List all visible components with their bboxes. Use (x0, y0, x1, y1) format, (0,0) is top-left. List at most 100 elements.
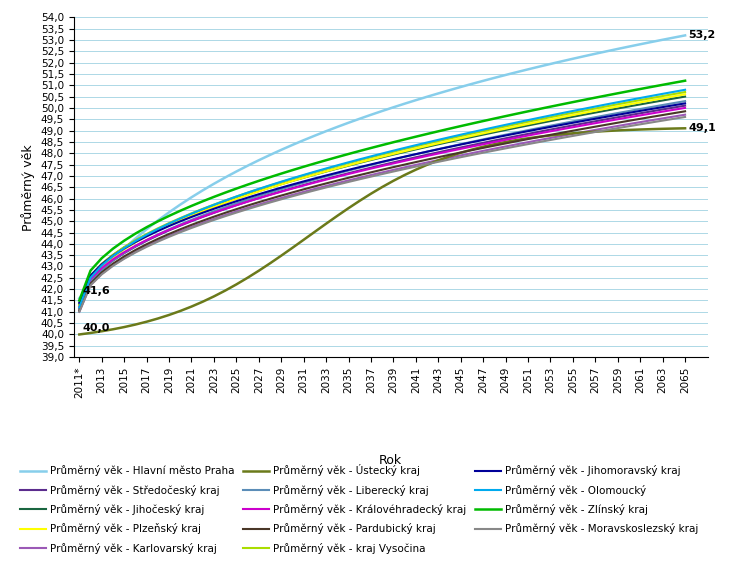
Průměrný věk - kraj Vysočina (299, 172, 308, 179)
Průměrný věk - Středočeský kraj (187, 218, 196, 225)
Průměrný věk - Jihomoravský kraj (299, 178, 308, 185)
Průměrný věk - Plzeňský kraj (187, 212, 196, 219)
Průměrný věk - Plzeňský kraj (681, 91, 690, 98)
Průměrný věk - kraj Vysočina (681, 89, 690, 96)
Průměrný věk - Středočeský kraj (613, 114, 622, 121)
Line: Průměrný věk - Jihomoravský kraj: Průměrný věk - Jihomoravský kraj (80, 103, 685, 303)
Průměrný věk - Královéhradecký kraj (681, 104, 690, 111)
Line: Průměrný věk - Olomoucký: Průměrný věk - Olomoucký (80, 90, 685, 307)
Průměrný věk - kraj Vysočina (220, 197, 229, 204)
Průměrný věk - Hlavní město Praha (681, 32, 690, 39)
Průměrný věk - Karlovarský kraj (681, 111, 690, 118)
Průměrný věk - Karlovarský kraj (75, 308, 84, 315)
Průměrný věk - Středočeský kraj (220, 206, 229, 213)
Průměrný věk - Zlínský kraj (75, 297, 84, 304)
Průměrný věk - Hlavní město Praha (75, 295, 84, 302)
Průměrný věk - Jihočeský kraj (187, 211, 196, 218)
Průměrný věk - Pardubický kraj (681, 108, 690, 115)
Průměrný věk - Liberecký kraj (220, 204, 229, 211)
Průměrný věk - Plzeňský kraj (613, 103, 622, 110)
Průměrný věk - Karlovarský kraj (142, 242, 151, 249)
Průměrný věk - Hlavní město Praha (299, 137, 308, 143)
Průměrný věk - Moravskoslezský kraj (75, 308, 84, 315)
Průměrný věk - Ústecký kraj (220, 287, 229, 294)
Průměrný věk - Olomoucký (613, 98, 622, 105)
Průměrný věk - Karlovarský kraj (299, 188, 308, 195)
Průměrný věk - Středočeský kraj (142, 237, 151, 244)
Průměrný věk - Jihočeský kraj (142, 232, 151, 238)
Průměrný věk - Liberecký kraj (299, 179, 308, 186)
Průměrný věk - Pardubický kraj (669, 109, 678, 116)
Průměrný věk - kraj Vysočina (613, 101, 622, 108)
Průměrný věk - Hlavní město Praha (142, 226, 151, 233)
Text: 41,6: 41,6 (83, 286, 111, 296)
Line: Průměrný věk - Plzeňský kraj: Průměrný věk - Plzeňský kraj (80, 94, 685, 307)
Průměrný věk - Jihočeský kraj (75, 301, 84, 308)
Průměrný věk - Královéhradecký kraj (142, 237, 151, 244)
Line: Průměrný věk - Jihočeský kraj: Průměrný věk - Jihočeský kraj (80, 97, 685, 304)
Průměrný věk - Ústecký kraj (75, 331, 84, 338)
Průměrný věk - Hlavní město Praha (187, 194, 196, 201)
Y-axis label: Průměrný věk: Průměrný věk (21, 144, 35, 230)
Průměrný věk - Středočeský kraj (669, 104, 678, 111)
Průměrný věk - Zlínský kraj (220, 189, 229, 196)
Průměrný věk - Hlavní město Praha (613, 46, 622, 52)
Průměrný věk - Jihomoravský kraj (75, 300, 84, 306)
Průměrný věk - Jihomoravský kraj (613, 111, 622, 118)
Průměrný věk - Jihočeský kraj (613, 105, 622, 112)
Line: Průměrný věk - Pardubický kraj: Průměrný věk - Pardubický kraj (80, 111, 685, 310)
Průměrný věk - Pardubický kraj (142, 241, 151, 248)
Průměrný věk - Moravskoslezský kraj (681, 113, 690, 120)
Průměrný věk - Karlovarský kraj (669, 113, 678, 120)
Průměrný věk - Hlavní město Praha (220, 174, 229, 181)
Průměrný věk - Karlovarský kraj (220, 211, 229, 218)
Průměrný věk - Královéhradecký kraj (220, 206, 229, 213)
Průměrný věk - Zlínský kraj (299, 163, 308, 170)
Průměrný věk - Pardubický kraj (187, 221, 196, 228)
Text: 49,1: 49,1 (688, 123, 716, 133)
Průměrný věk - Zlínský kraj (681, 77, 690, 84)
Průměrný věk - Olomoucký (187, 210, 196, 217)
Průměrný věk - Ústecký kraj (669, 125, 678, 132)
Průměrný věk - Královéhradecký kraj (75, 303, 84, 310)
Průměrný věk - Ústecký kraj (142, 319, 151, 325)
Line: Průměrný věk - Královéhradecký kraj: Průměrný věk - Královéhradecký kraj (80, 108, 685, 306)
Průměrný věk - Jihočeský kraj (681, 93, 690, 100)
Průměrný věk - Jihočeský kraj (299, 175, 308, 181)
Průměrný věk - Plzeňský kraj (75, 304, 84, 310)
Průměrný věk - Jihomoravský kraj (220, 202, 229, 209)
Průměrný věk - Středočeský kraj (681, 102, 690, 109)
Průměrný věk - Moravskoslezský kraj (187, 225, 196, 232)
Průměrný věk - Jihočeský kraj (669, 95, 678, 102)
Průměrný věk - Ústecký kraj (681, 125, 690, 132)
Průměrný věk - Olomoucký (220, 197, 229, 204)
Průměrný věk - Středočeský kraj (75, 305, 84, 312)
Průměrný věk - Olomoucký (299, 172, 308, 179)
Průměrný věk - Pardubický kraj (220, 210, 229, 217)
Line: Průměrný věk - Zlínský kraj: Průměrný věk - Zlínský kraj (80, 81, 685, 301)
Průměrný věk - kraj Vysočina (669, 90, 678, 97)
Průměrný věk - Liberecký kraj (142, 237, 151, 244)
Legend: Průměrný věk - Hlavní město Praha, Průměrný věk - Středočeský kraj, Průměrný věk: Průměrný věk - Hlavní město Praha, Průmě… (20, 464, 698, 554)
Průměrný věk - kraj Vysočina (142, 230, 151, 237)
Průměrný věk - Liberecký kraj (681, 98, 690, 105)
Line: Průměrný věk - Karlovarský kraj: Průměrný věk - Karlovarský kraj (80, 115, 685, 312)
Průměrný věk - Moravskoslezský kraj (669, 115, 678, 122)
Průměrný věk - Olomoucký (681, 86, 690, 93)
Line: Průměrný věk - Moravskoslezský kraj: Průměrný věk - Moravskoslezský kraj (80, 117, 685, 312)
X-axis label: Rok: Rok (379, 454, 402, 467)
Průměrný věk - Moravskoslezský kraj (613, 124, 622, 131)
Průměrný věk - Jihočeský kraj (220, 199, 229, 206)
Průměrný věk - Liberecký kraj (613, 109, 622, 116)
Průměrný věk - Liberecký kraj (669, 100, 678, 107)
Průměrný věk - Zlínský kraj (187, 202, 196, 209)
Line: Průměrný věk - kraj Vysočina: Průměrný věk - kraj Vysočina (80, 92, 685, 305)
Průměrný věk - Středočeský kraj (299, 181, 308, 188)
Průměrný věk - Jihomoravský kraj (669, 102, 678, 109)
Průměrný věk - Olomoucký (75, 304, 84, 310)
Průměrný věk - kraj Vysočina (75, 302, 84, 309)
Průměrný věk - Pardubický kraj (613, 119, 622, 126)
Text: 53,2: 53,2 (688, 31, 716, 40)
Line: Průměrný věk - Středočeský kraj: Průměrný věk - Středočeský kraj (80, 105, 685, 308)
Průměrný věk - Moravskoslezský kraj (142, 244, 151, 251)
